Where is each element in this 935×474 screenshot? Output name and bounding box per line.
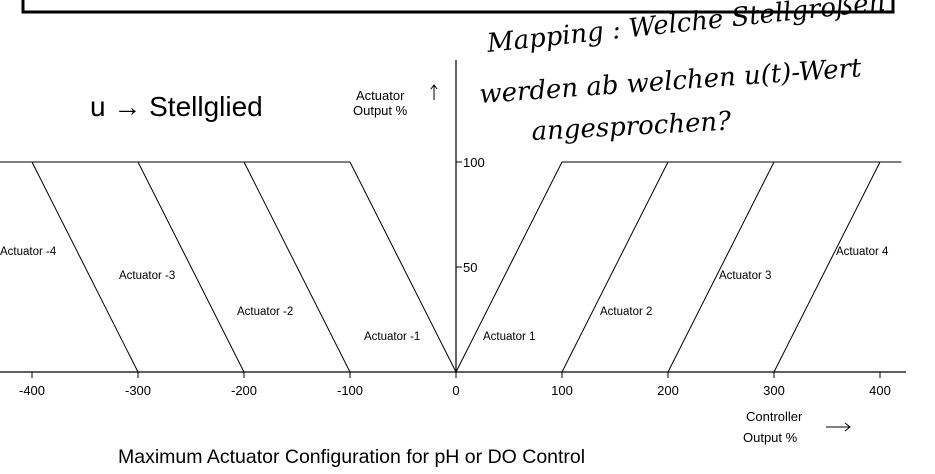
x-tick-label: 0: [452, 383, 459, 398]
series-line-actuatorm2: [0, 161, 351, 373]
series-line-actuatorm4: [0, 161, 139, 373]
top-frame: [21, 0, 895, 14]
y-axis-arrow-head: [430, 84, 438, 90]
x-tick-label: -200: [231, 383, 257, 398]
y-axis-title: Actuator Output %: [353, 84, 438, 118]
note-line-3: angesprochen?: [531, 107, 733, 147]
note-line-2: werden ab welchen u(t)-Wert: [478, 53, 863, 110]
label-actuator-m3: Actuator -3: [119, 270, 175, 282]
y-tick-label: 100: [463, 155, 485, 170]
series-line-actuator4: [773, 161, 902, 373]
handwritten-note: Mapping : Welche Stellgrößen werden ab w…: [478, 0, 886, 147]
x-tick-label: -400: [19, 383, 45, 398]
y-axis-title-line-2: Output %: [353, 103, 408, 118]
label-actuator-1: Actuator 1: [483, 331, 535, 343]
slide-title: u → Stellglied: [90, 91, 263, 122]
series-line-actuator2: [561, 161, 902, 373]
label-actuator-2: Actuator 2: [600, 306, 652, 318]
x-tick-label: 100: [551, 383, 573, 398]
x-tick-label: 400: [869, 383, 891, 398]
series-line-actuatorm1: [0, 161, 457, 373]
x-axis-title-line-1: Controller: [746, 409, 803, 424]
x-axis-title-line-2: Output %: [743, 430, 798, 445]
y-axis-ticks: 50 100: [456, 155, 485, 275]
x-axis-title: Controller Output %: [743, 409, 851, 445]
x-tick-label: 300: [763, 383, 785, 398]
x-axis-arrow-head: [844, 422, 851, 432]
chart-title: Maximum Actuator Configuration for pH or…: [118, 446, 585, 468]
y-axis-title-line-1: Actuator: [356, 88, 405, 103]
y-tick-label: 50: [463, 260, 477, 275]
label-actuator-4: Actuator 4: [836, 246, 889, 258]
series-line-actuator3: [667, 161, 902, 373]
series-labels: Actuator -4 Actuator -3 Actuator -2 Actu…: [0, 246, 889, 343]
x-axis-ticks: -400 -300 -200 -100 0 100 200 300 400: [19, 372, 891, 398]
series-lines: [0, 161, 902, 373]
label-actuator-m4: Actuator -4: [0, 246, 57, 258]
label-actuator-m1: Actuator -1: [364, 331, 420, 343]
label-actuator-m2: Actuator -2: [237, 306, 293, 318]
x-tick-label: -100: [337, 383, 363, 398]
x-tick-label: 200: [657, 383, 679, 398]
label-actuator-3: Actuator 3: [719, 270, 771, 282]
x-tick-label: -300: [125, 383, 151, 398]
note-line-1: Mapping : Welche Stellgrößen: [485, 0, 887, 59]
